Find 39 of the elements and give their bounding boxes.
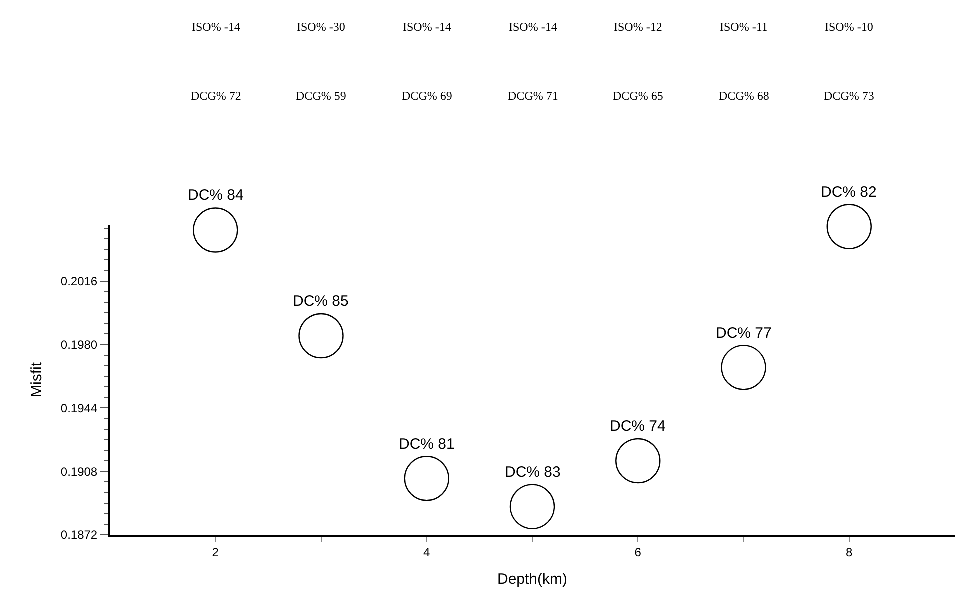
text: ISO% -14 (509, 20, 558, 34)
y-tick-label: 0.1908 (60, 464, 98, 479)
point (298, 313, 344, 359)
text: DCG% 68 (719, 89, 770, 103)
y-axis-title: Misfit (28, 362, 46, 398)
x-tick-label: 8 (846, 545, 854, 560)
annotation: DC% 84 (188, 187, 244, 204)
text: ISO% -10 (825, 20, 874, 34)
text: DCG% 71 (508, 89, 558, 103)
point (721, 345, 766, 390)
text: DCG% 69 (402, 89, 452, 103)
text: DCG% 59 (296, 89, 346, 103)
point (193, 208, 238, 253)
x-tick-label: 2 (212, 545, 220, 560)
x-tick-label: 6 (634, 545, 642, 560)
annotation: DC% 77 (716, 325, 772, 342)
text: DCG% 73 (824, 89, 874, 103)
text: ISO% -14 (192, 20, 240, 34)
annotation: DC% 83 (505, 464, 561, 481)
annotation: DC% 74 (610, 418, 666, 435)
y-tick-label: 0.1980 (60, 338, 98, 352)
text: DCG% 65 (613, 89, 664, 103)
text: ISO% -11 (720, 20, 768, 34)
point (404, 456, 450, 502)
point (510, 484, 556, 530)
x-tick-label: 4 (424, 545, 431, 560)
text: ISO% -12 (614, 20, 662, 34)
y-tick-label: 0.1944 (60, 401, 98, 416)
point (616, 438, 661, 484)
annotation: DC% 82 (821, 184, 877, 201)
annotation: DC% 85 (293, 293, 349, 310)
text: ISO% -14 (403, 20, 452, 34)
text: DCG% 72 (191, 89, 242, 103)
point (826, 204, 872, 250)
y-tick-label: 0.2016 (60, 274, 98, 289)
annotation: DC% 81 (399, 436, 455, 453)
y-tick-label: 0.1872 (60, 528, 98, 542)
text: ISO% -30 (297, 20, 346, 34)
x-axis-title: Depth(km) (497, 570, 568, 588)
